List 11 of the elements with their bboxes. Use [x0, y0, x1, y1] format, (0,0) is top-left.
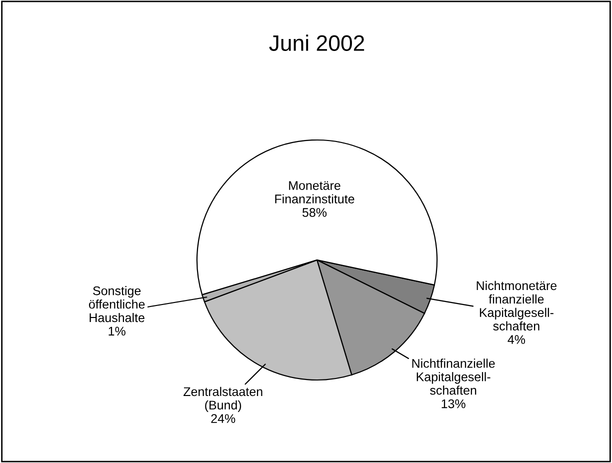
data-label: 58% — [302, 208, 327, 217]
slice-label: Monetäre Finanzinstitute — [275, 181, 354, 204]
data-label: 4% — [508, 335, 526, 344]
slice-label: Nichtfinanzielle Kapitalgesell- schaften — [412, 358, 495, 395]
slice-label: Sonstige öffentliche Haushalte — [88, 286, 145, 322]
slice-label: Zentralstaaten (Bund) — [184, 386, 262, 412]
chart-title: Juni 2002 — [269, 34, 364, 51]
data-label: 13% — [442, 399, 466, 408]
data-label: 24% — [211, 414, 236, 423]
slice-label: Nichtmonetäre finanzielle Kapitalgesell- schaften — [476, 280, 557, 330]
data-label: 1% — [108, 326, 126, 336]
